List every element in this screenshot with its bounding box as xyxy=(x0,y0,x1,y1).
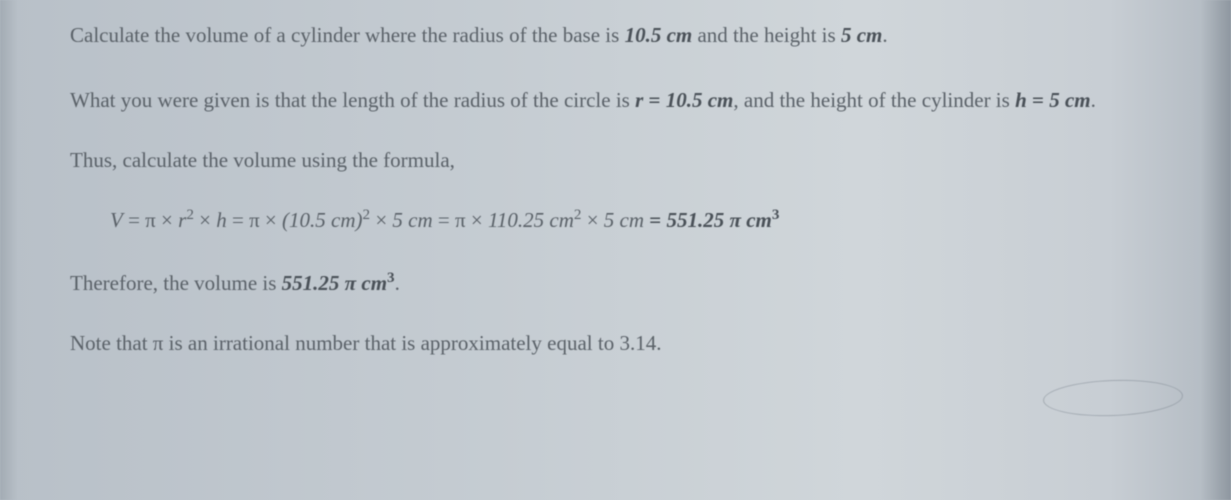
h-sub-value: 5 cm xyxy=(392,208,432,232)
times: × xyxy=(194,208,216,232)
var-h: h xyxy=(216,208,227,232)
exp-2: 2 xyxy=(186,207,194,223)
exp-3: 3 xyxy=(772,207,780,223)
height-value: 5 cm xyxy=(841,23,882,47)
mid-value: 110.25 cm xyxy=(488,208,574,232)
text: Thus, calculate the volume using the for… xyxy=(70,148,455,172)
equals: = xyxy=(643,88,665,112)
h-sub-value: 5 cm xyxy=(604,208,644,232)
page-shadow-right xyxy=(1201,0,1231,500)
calculation-intro: Thus, calculate the volume using the for… xyxy=(70,143,1181,178)
conclusion: Therefore, the volume is 551.25 π cm3. xyxy=(70,266,1181,301)
equals: = xyxy=(123,208,145,232)
formula-calculation: V = π × r2 × h = π × (10.5 cm)2 × 5 cm =… xyxy=(110,204,1181,238)
var-V: V xyxy=(110,208,123,232)
pi: π xyxy=(455,208,466,232)
problem-statement: Calculate the volume of a cylinder where… xyxy=(70,18,1181,53)
radius-value: 10.5 cm xyxy=(625,23,693,47)
times: × xyxy=(260,208,282,232)
exp-2: 2 xyxy=(363,207,371,223)
pi: π xyxy=(249,208,260,232)
var-h: h xyxy=(1015,88,1027,112)
text: Note that π is an irrational number that… xyxy=(70,331,661,355)
r-value: 10.5 cm xyxy=(666,88,734,112)
text: . xyxy=(1091,88,1096,112)
pencil-circle-mark xyxy=(1042,378,1183,419)
pi-note: Note that π is an irrational number that… xyxy=(70,326,1181,361)
times: × xyxy=(466,208,488,232)
final-volume: 551.25 π cm xyxy=(282,271,387,295)
times: × xyxy=(370,208,392,232)
text: and the height is xyxy=(692,23,841,47)
text: . xyxy=(395,271,400,295)
text: . xyxy=(882,23,887,47)
text: What you were given is that the length o… xyxy=(70,88,635,112)
given-values: What you were given is that the length o… xyxy=(70,83,1181,118)
r-sub-value: (10.5 cm) xyxy=(282,208,362,232)
text: Calculate the volume of a cylinder where… xyxy=(70,23,625,47)
result-value: 551.25 π cm xyxy=(667,208,772,232)
h-value: 5 cm xyxy=(1049,88,1090,112)
times: × xyxy=(581,208,603,232)
text: , and the height of the cylinder is xyxy=(733,88,1015,112)
times: × xyxy=(156,208,178,232)
pi: π xyxy=(145,208,156,232)
equals: = xyxy=(644,208,666,232)
page-shadow-left xyxy=(0,0,18,500)
equals: = xyxy=(227,208,249,232)
exp-3: 3 xyxy=(387,270,395,286)
equals: = xyxy=(433,208,455,232)
equals: = xyxy=(1027,88,1049,112)
text: Therefore, the volume is xyxy=(70,271,282,295)
